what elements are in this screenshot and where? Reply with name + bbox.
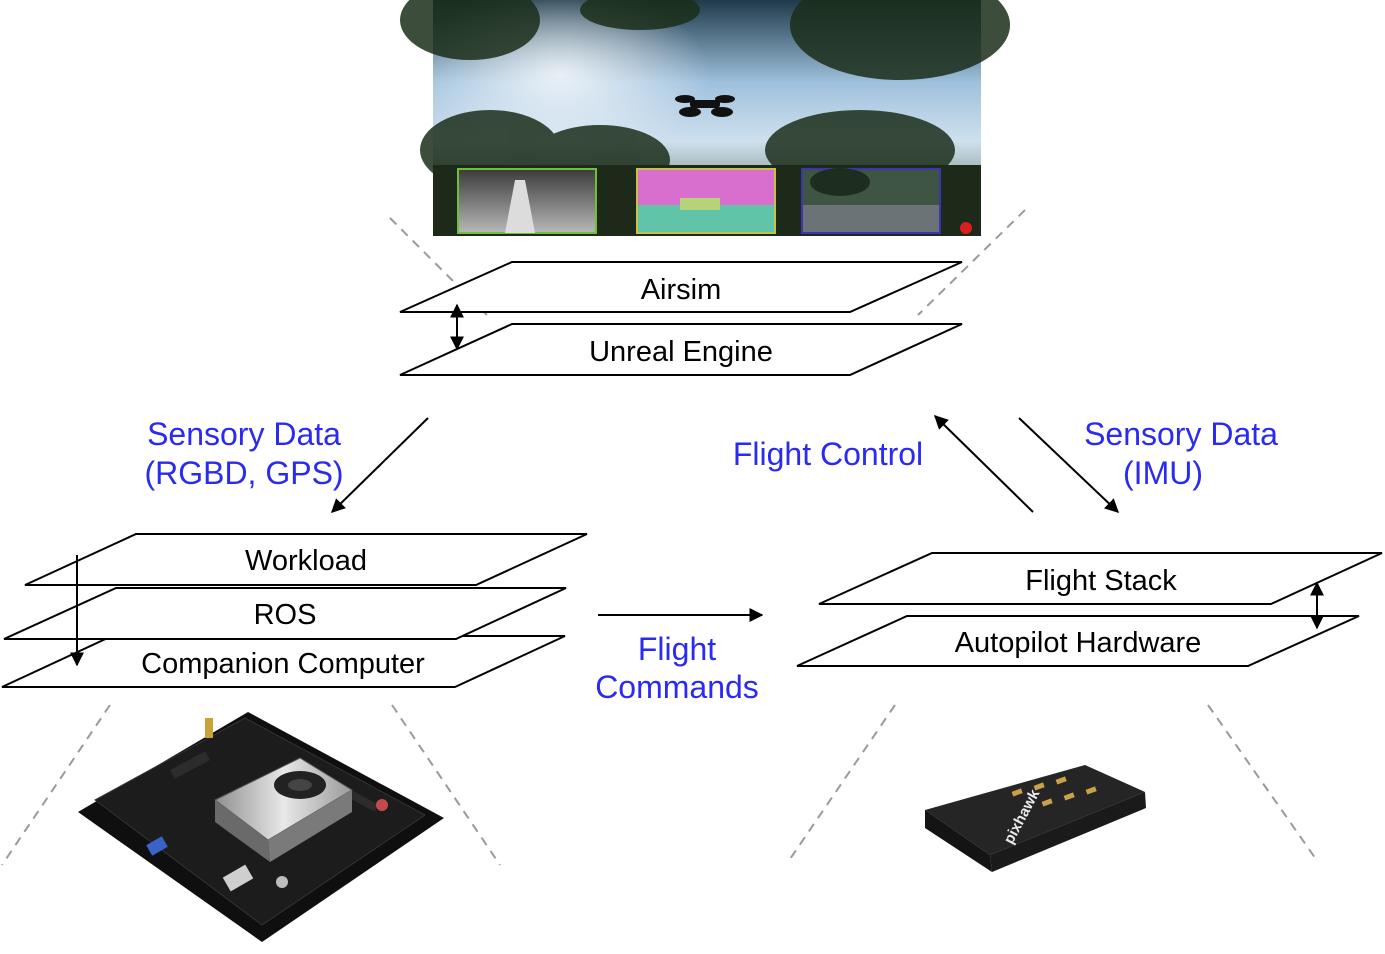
flight-control-to-simulator-arrow [933,415,1034,513]
flight-stack-group: Flight Stack Autopilot Hardware [796,552,1383,667]
flow-arrows [330,415,1120,622]
drone-icon [675,95,735,117]
companion-guide-right [391,704,501,866]
autopilot-guide-right [1207,704,1319,863]
autopilot-guide-left [787,704,896,863]
record-indicator-icon [960,222,972,234]
companion-computer-board-photo [78,712,444,942]
layer-workload: Workload [24,533,588,586]
sensory-imu-to-flightstack-arrow [1018,417,1120,513]
layer-autopilot-hardware-label: Autopilot Hardware [955,627,1202,659]
sim-guide-right [917,209,1026,316]
segmentation-view-inset [636,168,776,234]
companion-guide-left [1,704,111,866]
simulator-stack: Airsim Unreal Engine [399,261,963,376]
layer-airsim: Airsim [399,261,963,313]
layer-flight-stack-label: Flight Stack [1025,565,1177,597]
companion-stack: Companion Computer ROS Workload [1,533,588,688]
sensory-data-to-companion-arrow [330,417,429,513]
layer-unreal-engine: Unreal Engine [399,323,963,376]
drone-in-forest-simulation-screenshot [400,0,1010,236]
layer-flight-stack: Flight Stack [818,552,1383,605]
layer-autopilot-hardware: Autopilot Hardware [796,615,1360,667]
layer-airsim-label: Airsim [641,274,722,306]
annotations: Sensory Data (RGBD, GPS) Flight Control … [144,416,1278,705]
layer-ros-label: ROS [254,599,317,631]
layer-companion-computer-label: Companion Computer [141,648,425,680]
pixhawk-autopilot-photo: pixhawk [925,765,1146,872]
flight-control-label: Flight Control [733,436,923,472]
rgb-camera-inset [801,168,941,234]
flight-commands-sublabel: Commands [595,669,759,705]
depth-view-inset [457,168,597,234]
layer-companion-computer: Companion Computer [1,635,566,688]
flight-commands-label: Flight [638,631,716,667]
sensory-data-left-label: Sensory Data [147,416,341,452]
sensory-data-right-label: Sensory Data [1084,416,1278,452]
layer-workload-label: Workload [245,545,367,577]
sensory-data-right-sublabel: (IMU) [1123,455,1203,491]
layer-ros: ROS [3,587,567,640]
sensory-data-left-sublabel: (RGBD, GPS) [144,455,343,491]
layer-unreal-engine-label: Unreal Engine [589,336,773,368]
